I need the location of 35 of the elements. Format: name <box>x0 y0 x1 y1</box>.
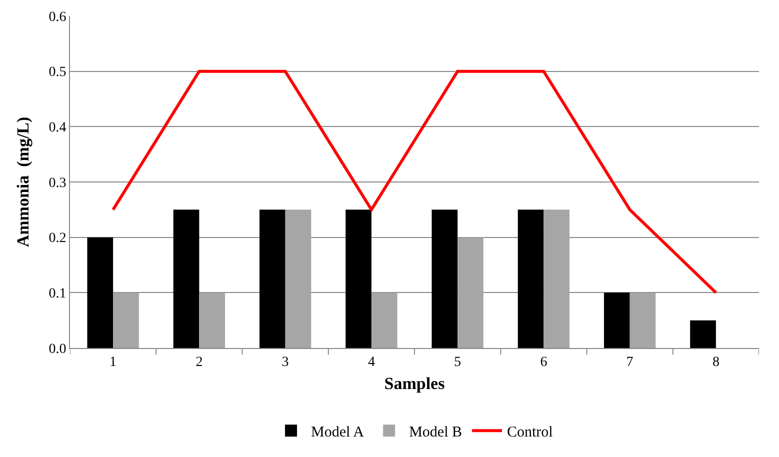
x-axis-title: Samples <box>384 374 446 394</box>
y-tick-label: 0.5 <box>48 65 66 80</box>
y-tick-label: 0.2 <box>48 231 66 246</box>
x-tick-label: 2 <box>196 354 203 370</box>
x-tick-label: 6 <box>540 354 548 370</box>
bar <box>113 292 139 348</box>
bar <box>630 292 656 348</box>
y-tick-label: 0.4 <box>48 120 66 136</box>
x-tick-label: 1 <box>110 354 117 370</box>
x-tick-label: 4 <box>368 354 375 370</box>
bar <box>690 320 716 348</box>
bar <box>544 210 570 348</box>
bar <box>199 292 226 348</box>
x-tick-label: 8 <box>712 354 720 370</box>
legend-label: Model B <box>409 424 462 440</box>
y-tick-label: 0.6 <box>48 10 66 25</box>
x-tick-label: 5 <box>454 354 462 370</box>
legend-label: Model A <box>311 424 364 440</box>
bar <box>285 210 312 348</box>
y-tick-label: 0.3 <box>48 176 66 191</box>
y-tick-label: 0.0 <box>48 342 66 357</box>
x-tick-label: 7 <box>626 354 634 370</box>
y-axis-title: Ammonia (mg/L) <box>13 116 32 248</box>
bar <box>371 292 398 348</box>
bar <box>87 237 114 348</box>
bar <box>604 292 630 348</box>
legend-label: Control <box>507 424 553 440</box>
bar <box>432 210 458 348</box>
bar <box>518 210 544 348</box>
bar <box>259 210 286 348</box>
bar <box>346 210 372 348</box>
x-tick-label: 3 <box>282 354 289 370</box>
bar <box>458 237 484 348</box>
bar <box>173 210 200 348</box>
y-tick-label: 0.1 <box>48 286 66 302</box>
